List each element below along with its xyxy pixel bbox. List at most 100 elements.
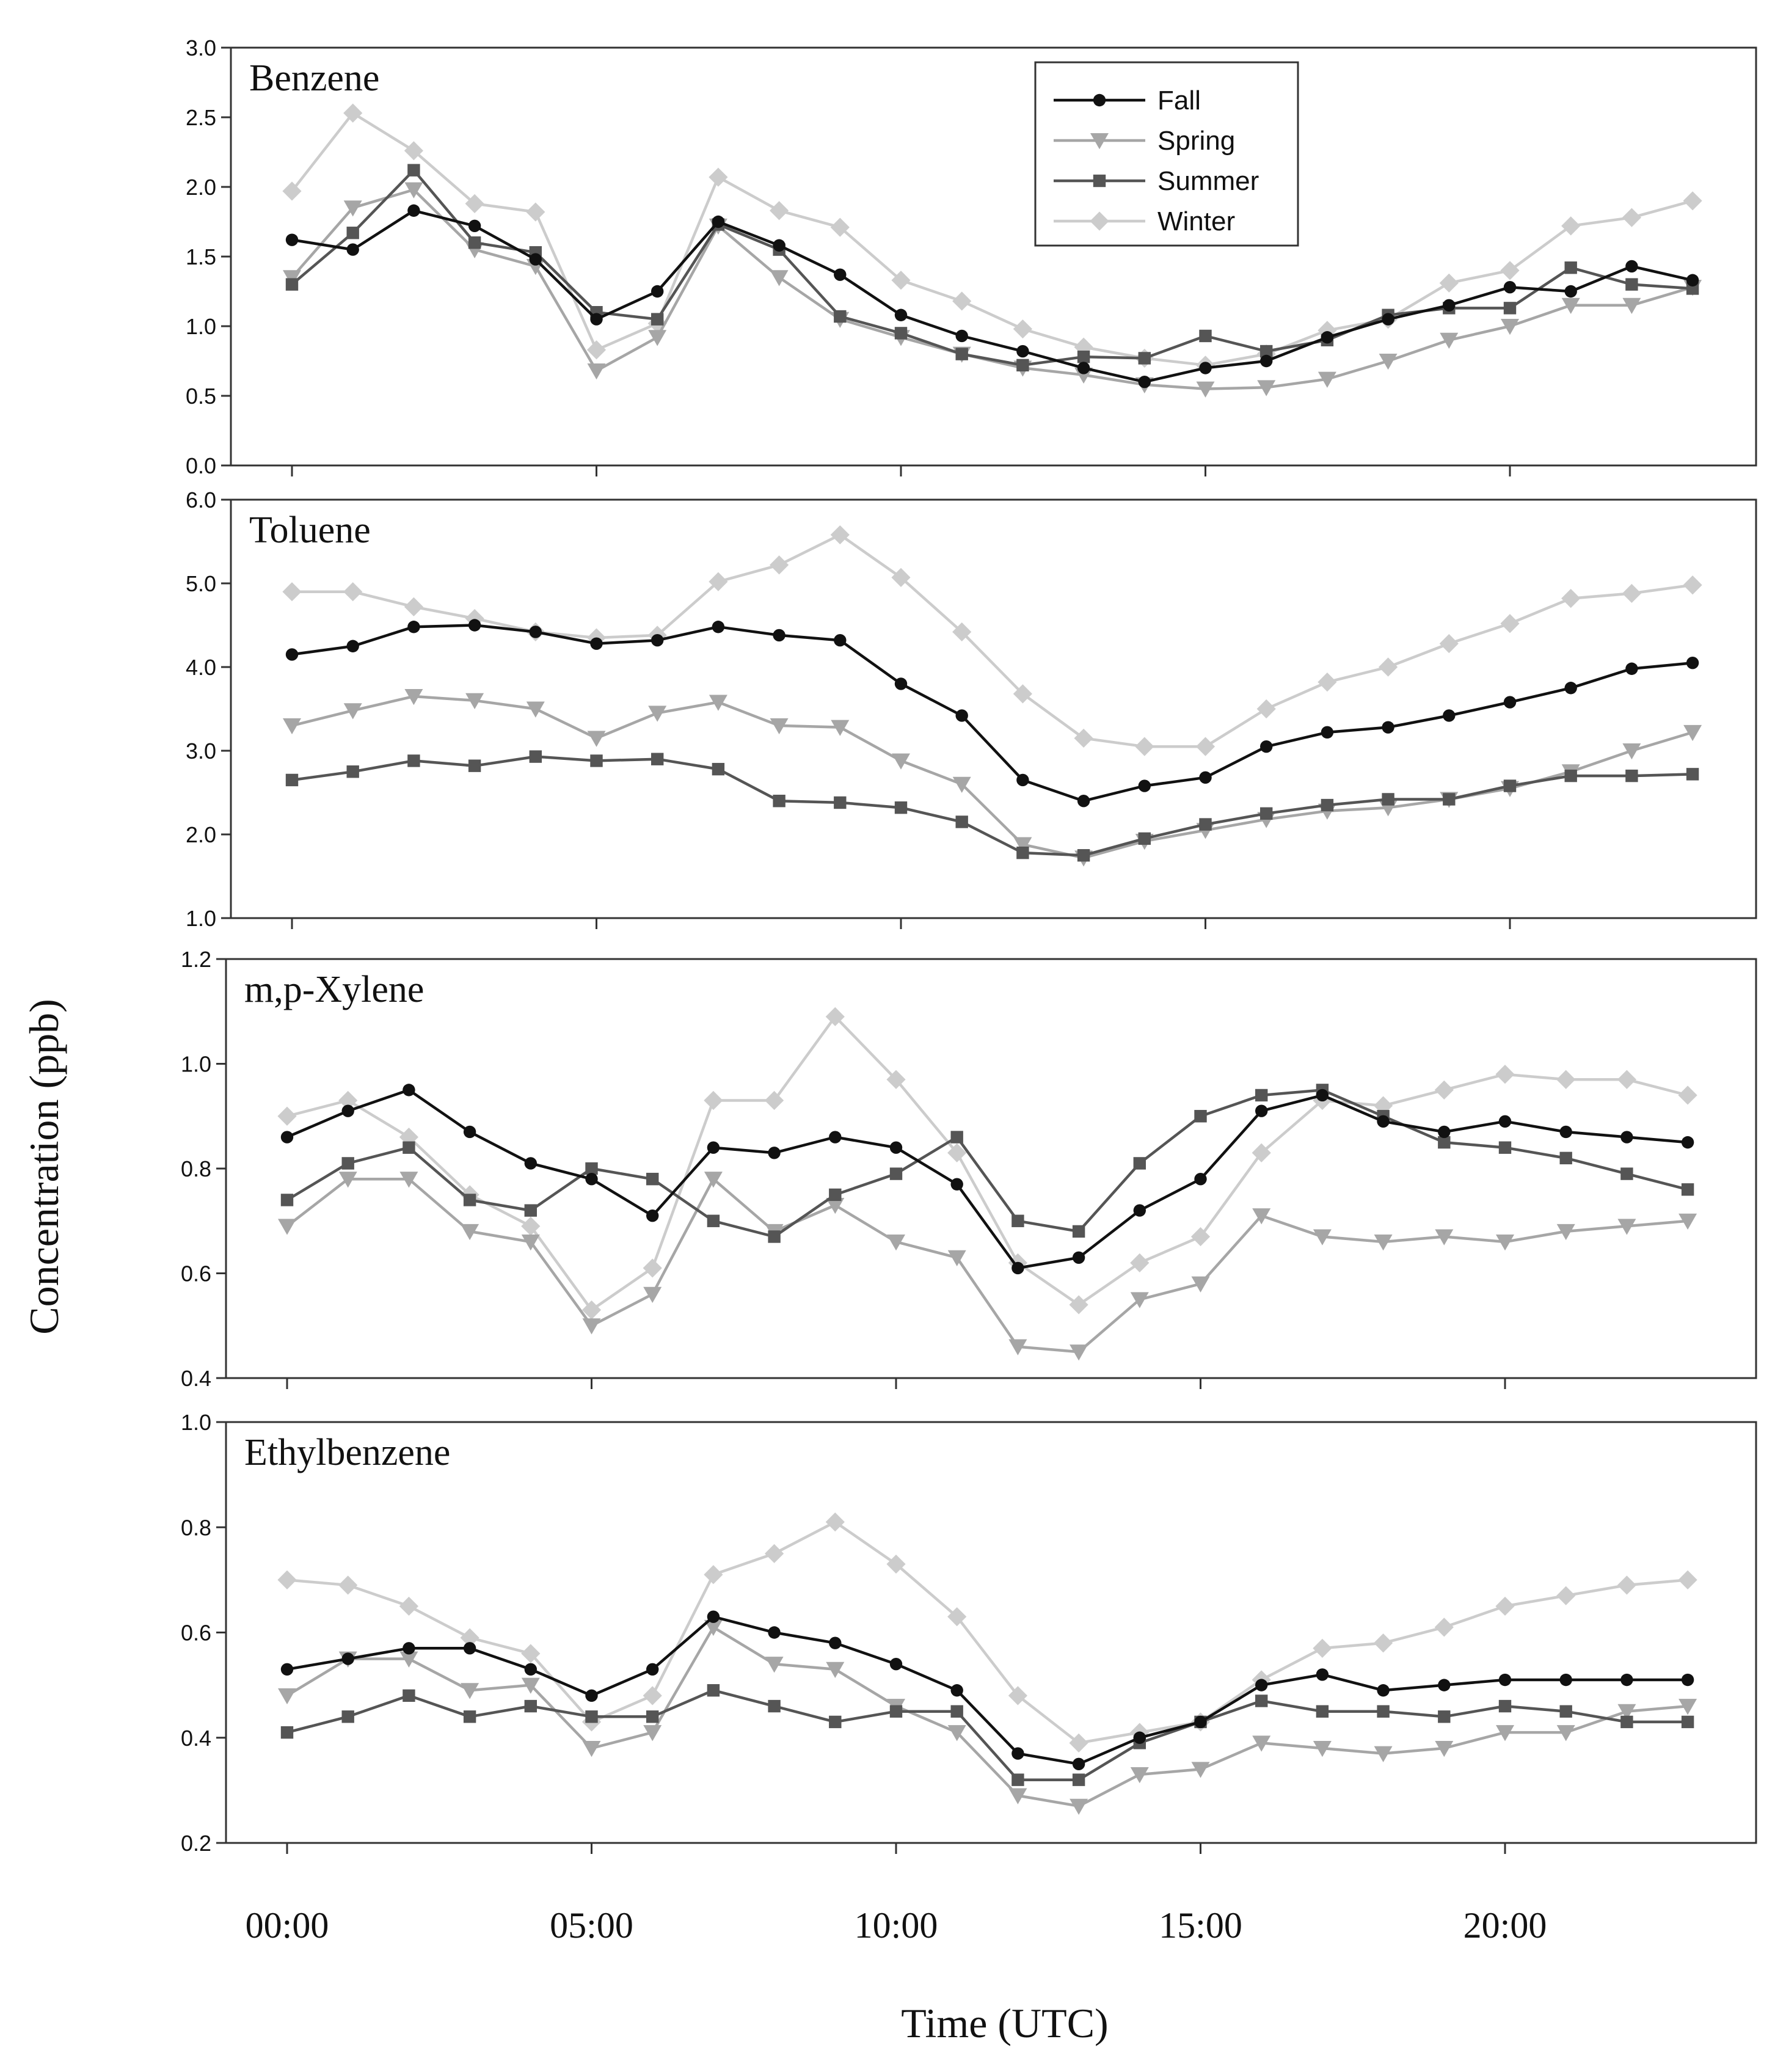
legend-label: Fall: [1157, 86, 1201, 115]
data-point-fall: [1321, 726, 1334, 739]
data-point-fall: [707, 1141, 720, 1154]
data-point-spring: [1257, 380, 1276, 396]
data-point-summer: [1260, 345, 1273, 358]
y-axis-title: Concentration (ppb): [21, 999, 67, 1335]
data-point-fall: [346, 640, 359, 652]
data-point-winter: [1561, 216, 1581, 236]
data-point-summer: [468, 236, 481, 249]
data-point-fall: [463, 1125, 476, 1139]
data-point-summer: [646, 1710, 659, 1723]
data-point-spring: [952, 776, 971, 793]
data-point-winter: [1439, 273, 1459, 293]
data-point-fall: [1011, 1747, 1024, 1760]
data-point-fall: [1133, 1204, 1146, 1217]
series-line-spring: [291, 188, 1693, 390]
data-point-fall: [1559, 1125, 1572, 1139]
data-point-spring: [704, 1172, 723, 1188]
panel-title: Benzene: [249, 57, 379, 99]
data-point-summer: [1564, 261, 1577, 274]
data-point-fall: [1316, 1668, 1329, 1681]
series-spring: [283, 182, 1702, 398]
data-point-summer: [1077, 350, 1090, 363]
data-point-winter: [277, 1106, 297, 1126]
data-point-spring: [582, 1318, 601, 1335]
data-point-summer: [707, 1684, 720, 1697]
data-point-fall: [1438, 1125, 1451, 1139]
data-point-summer: [1681, 1715, 1694, 1729]
data-point-spring: [1435, 1740, 1454, 1757]
data-point-spring: [461, 1224, 479, 1241]
data-point-fall: [1382, 721, 1394, 734]
series-line-summer: [286, 1089, 1688, 1238]
data-point-spring: [1561, 297, 1580, 315]
data-point-fall: [585, 1172, 598, 1186]
data-point-winter: [1013, 684, 1032, 704]
series-fall: [285, 619, 1699, 808]
data-point-fall: [889, 1141, 903, 1154]
data-point-summer: [651, 313, 664, 326]
x-tick-label: 15:00: [1159, 1905, 1242, 1946]
data-point-summer: [1138, 352, 1151, 365]
data-point-winter: [947, 1607, 967, 1627]
data-point-summer: [829, 1715, 842, 1729]
data-point-fall: [585, 1689, 598, 1702]
data-point-fall: [1016, 773, 1029, 787]
data-point-winter: [1190, 1227, 1211, 1247]
data-point-summer: [955, 348, 968, 360]
data-point-winter: [1683, 575, 1702, 595]
data-point-spring: [283, 270, 301, 286]
data-point-summer: [341, 1157, 354, 1170]
data-point-summer: [1443, 793, 1456, 806]
data-point-winter: [1495, 1596, 1515, 1616]
series-line-spring: [291, 695, 1693, 859]
data-point-fall: [1620, 1131, 1633, 1144]
data-point-winter: [1439, 634, 1459, 654]
data-point-fall: [1260, 354, 1273, 368]
data-point-winter: [1561, 589, 1581, 608]
data-point-fall: [768, 1147, 781, 1159]
series-winter: [277, 1007, 1697, 1320]
data-point-spring: [643, 1286, 662, 1304]
y-tick-label: 0.8: [181, 1515, 211, 1540]
data-point-winter: [1678, 1085, 1697, 1105]
data-point-spring: [1013, 837, 1032, 853]
data-point-fall: [829, 1636, 842, 1649]
data-point-summer: [407, 754, 420, 767]
legend-marker: [1090, 211, 1109, 231]
data-point-spring: [947, 1250, 966, 1267]
x-tick-label: 00:00: [246, 1905, 329, 1946]
series-line-spring: [286, 1625, 1688, 1808]
data-point-spring: [1130, 1767, 1149, 1784]
plot-frame: [230, 498, 1757, 919]
data-point-winter: [643, 1686, 662, 1705]
data-point-fall: [1498, 1673, 1512, 1687]
plot-frame: [225, 958, 1757, 1379]
data-point-fall: [950, 1178, 963, 1191]
data-point-summer: [950, 1705, 963, 1718]
data-point-winter: [465, 194, 484, 213]
data-point-summer: [768, 1699, 781, 1713]
data-point-fall: [1011, 1261, 1024, 1275]
legend-label: Spring: [1157, 126, 1235, 156]
legend: Fall Spring Summer Winter: [1034, 61, 1299, 247]
x-axis-title: Time (UTC): [901, 2000, 1108, 2046]
data-point-winter: [338, 1575, 358, 1595]
data-point-spring: [1008, 1788, 1027, 1804]
data-point-summer: [834, 796, 847, 809]
data-point-fall: [894, 308, 908, 321]
data-point-summer: [894, 327, 908, 340]
data-point-summer: [285, 773, 299, 787]
data-point-spring: [1070, 1798, 1088, 1815]
data-point-fall: [889, 1657, 903, 1671]
panel-ethylbenzene: 0.2 0.4 0.6 0.8 1.0 Ethylbenzene: [181, 1410, 1757, 1856]
legend-box: [1034, 61, 1299, 247]
data-point-spring: [704, 1619, 723, 1636]
data-point-spring: [582, 1740, 601, 1757]
data-point-summer: [463, 1710, 476, 1723]
data-point-summer: [1316, 1705, 1329, 1718]
data-point-fall: [1316, 1089, 1329, 1102]
data-point-spring: [1622, 743, 1641, 760]
data-point-summer: [280, 1194, 294, 1206]
data-point-summer: [468, 759, 481, 772]
data-point-winter: [1318, 673, 1337, 692]
